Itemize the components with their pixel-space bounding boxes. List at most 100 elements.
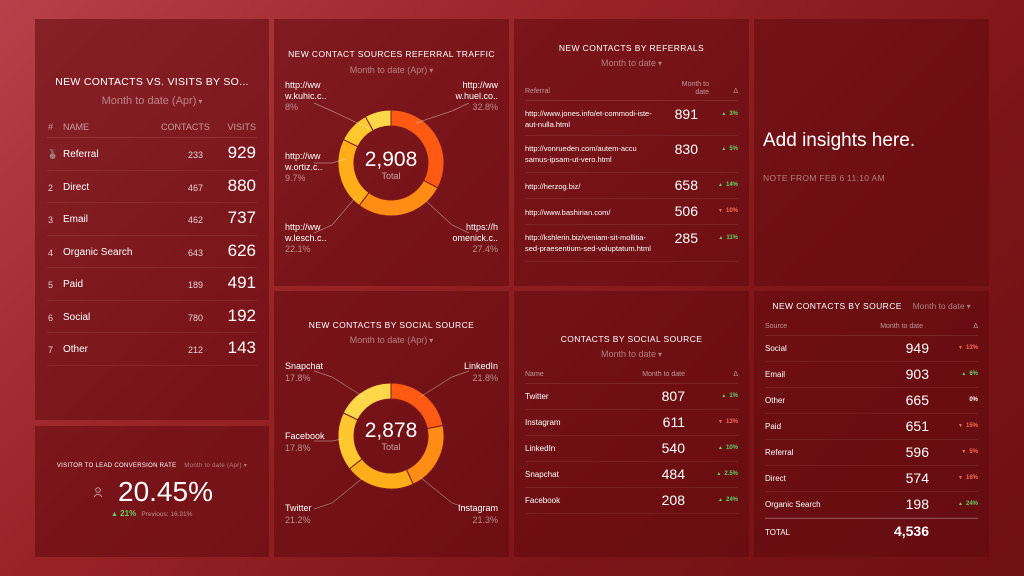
referral-link[interactable]: http://vonrueden.com/autem-accu samus-ips… — [525, 143, 637, 165]
panel-title: NEW CONTACTS VS. VISITS BY SO... — [55, 76, 249, 88]
title-row: NEW CONTACTS BY SOURCE Month to date ▾ — [754, 301, 989, 311]
slice-pct: 21.3% — [472, 515, 498, 525]
period-dropdown[interactable]: Month to date ▾ — [514, 58, 749, 68]
col-name: Name — [525, 371, 544, 378]
contacts-value: 467 — [187, 182, 203, 193]
period-dropdown[interactable]: Month to date ▾ — [514, 349, 749, 359]
referral-link[interactable]: http://www.bashirian.com/ — [525, 207, 610, 218]
period-dropdown[interactable]: Month to date ▾ — [913, 301, 971, 311]
table-row[interactable]: 2 Direct 467 880 — [47, 171, 257, 203]
slice-label-line2: omenick.c.. — [452, 233, 498, 243]
table-row[interactable]: Snapchat 484 ▲ 2.5% — [525, 462, 738, 488]
donut-slice[interactable] — [342, 382, 392, 421]
table-row[interactable]: Organic Search 198 ▲ 24% — [765, 492, 978, 518]
rank: 4 — [48, 247, 54, 258]
panel-conversion-rate: VISITOR TO LEAD CONVERSION RATE Month to… — [35, 426, 269, 557]
table-row[interactable]: 🏅 Referral 233 929 — [47, 138, 257, 171]
table-row[interactable]: http://herzog.biz/658 ▲ 14% — [525, 173, 738, 199]
col-month-to-date: Month to date — [681, 81, 709, 96]
table-row[interactable]: Instagram 611 ▼ 13% — [525, 410, 738, 436]
period-dropdown[interactable]: Month to date (Apr) ▾ — [35, 95, 269, 107]
donut-slice[interactable] — [364, 109, 392, 132]
panel-contacts-by-source: NEW CONTACTS BY SOURCE Month to date ▾ So… — [754, 291, 989, 557]
visits-value: 192 — [227, 305, 256, 325]
slice-pct: 21.8% — [472, 373, 498, 383]
source-name: Other — [765, 396, 786, 405]
table-row[interactable]: http://www.jones.info/et-commodi-iste-au… — [525, 101, 738, 136]
donut-slice[interactable] — [358, 179, 439, 217]
table-row[interactable]: Facebook 208 ▲ 24% — [525, 488, 738, 514]
delta-value: 2.5% — [724, 471, 738, 477]
chevron-down-icon: ▾ — [658, 350, 663, 359]
donut-total-label: Total — [381, 442, 401, 452]
source-name: Organic Search — [765, 500, 821, 509]
table-row[interactable]: Referral 596 ▼ 5% — [765, 440, 978, 466]
table-row[interactable]: 6 Social 780 192 — [47, 301, 257, 333]
table-row[interactable]: Email 903 ▲ 6% — [765, 362, 978, 388]
contacts-value: 643 — [187, 247, 203, 258]
period-label: Month to date (Apr) — [349, 335, 428, 345]
referral-link[interactable]: http://kshlerin.biz/veniam-sit-mollitia-… — [525, 232, 651, 254]
period-dropdown[interactable]: Month to date (Apr) ▾ — [184, 463, 247, 469]
leader-line — [313, 476, 365, 510]
down-arrow-icon: ▼ — [958, 423, 963, 429]
period-dropdown[interactable]: Month to date (Apr) ▾ — [274, 335, 509, 345]
slice-label-huel: http://ww w.huel.co.. 32.8% — [455, 80, 498, 113]
social-name: Snapchat — [525, 470, 559, 479]
col-visits: VISITS — [227, 122, 256, 132]
slice-name: Facebook — [285, 431, 325, 441]
period-label: Month to date — [912, 301, 965, 311]
col-delta: Δ — [733, 371, 738, 378]
table-row[interactable]: 3 Email 462 737 — [47, 203, 257, 236]
table-row[interactable]: Twitter 807 ▲ 1% — [525, 384, 738, 410]
table-row[interactable]: http://www.bashirian.com/506 ▼ 10% — [525, 199, 738, 225]
delta-badge: ▼ 16% — [958, 475, 978, 481]
down-arrow-icon: ▼ — [718, 208, 723, 214]
up-arrow-icon: ▲ — [721, 111, 727, 117]
table-row[interactable]: Other 665 0% — [765, 388, 978, 414]
table-row[interactable]: Social 949 ▼ 13% — [765, 336, 978, 362]
table-header: # NAME CONTACTS VISITS — [47, 120, 257, 138]
table-row[interactable]: http://vonrueden.com/autem-accu samus-ips… — [525, 136, 738, 173]
table-row[interactable]: 5 Paid 189 491 — [47, 268, 257, 301]
slice-pct: 17.8% — [285, 443, 311, 453]
period-dropdown[interactable]: Month to date (Apr) ▾ — [274, 65, 509, 75]
table-row[interactable]: Direct 574 ▼ 16% — [765, 466, 978, 492]
table-row[interactable]: http://kshlerin.biz/veniam-sit-mollitia-… — [525, 225, 738, 262]
leader-line — [313, 102, 371, 130]
table-row[interactable]: Paid 651 ▼ 15% — [765, 414, 978, 440]
referral-value: 830 — [674, 141, 698, 157]
contacts-value: 189 — [187, 280, 203, 290]
title-row: VISITOR TO LEAD CONVERSION RATE Month to… — [35, 462, 269, 469]
slice-pct: 21.2% — [285, 515, 311, 525]
insights-heading[interactable]: Add insights here. — [763, 130, 916, 151]
period-label: Month to date — [600, 349, 657, 359]
referral-link[interactable]: http://herzog.biz/ — [525, 181, 580, 192]
slice-label-line2: w.kuhic.c.. — [285, 91, 327, 101]
delta-value: 5% — [729, 146, 738, 152]
table-row[interactable]: 4 Organic Search 643 626 — [47, 236, 257, 268]
social-value: 484 — [661, 466, 685, 482]
col-source: Source — [765, 323, 788, 330]
col-name: NAME — [63, 122, 90, 132]
source-name: Other — [63, 344, 89, 355]
delta-value: 0% — [969, 397, 978, 403]
visits-value: 143 — [227, 338, 256, 357]
delta-badge: ▲ 24% — [718, 497, 738, 503]
slice-name: Instagram — [457, 503, 498, 513]
conversion-value: 20.45% — [118, 476, 213, 507]
source-value: 574 — [905, 470, 929, 486]
table-row[interactable]: LinkedIn 540 ▲ 10% — [525, 436, 738, 462]
delta-badge: ▲ 3% — [721, 111, 738, 117]
donut-slice[interactable] — [348, 458, 414, 490]
rank: 7 — [48, 345, 54, 355]
social-value: 540 — [661, 440, 685, 456]
source-name: Email — [765, 370, 786, 379]
source-name: Paid — [765, 422, 782, 431]
delta-value: 24% — [725, 497, 738, 503]
up-arrow-icon: ▲ — [961, 371, 967, 377]
table-row[interactable]: 7 Other 212 143 — [47, 333, 257, 366]
up-arrow-icon: ▲ — [718, 497, 723, 503]
referral-link[interactable]: http://www.jones.info/et-commodi-iste-au… — [525, 108, 652, 130]
delta-value: 1% — [729, 393, 738, 399]
